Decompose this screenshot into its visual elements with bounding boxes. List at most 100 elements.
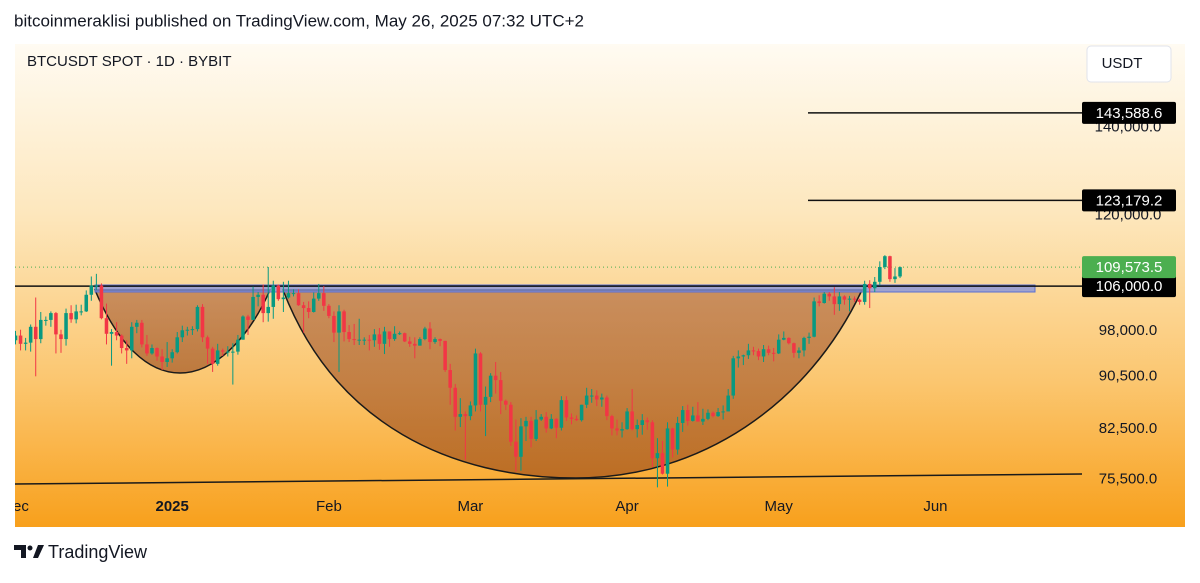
candle-body (150, 348, 154, 354)
candle-body (251, 296, 255, 320)
candle-body (579, 404, 584, 421)
candle-body (392, 333, 397, 340)
candle-body (69, 313, 73, 320)
candle-body (650, 422, 655, 459)
candle-body (878, 267, 882, 282)
candle-body (605, 397, 609, 417)
level-label: 106,000.0 (1096, 278, 1163, 295)
candle-body (888, 256, 892, 280)
candle-body (195, 306, 200, 330)
candle-body (165, 358, 169, 362)
candle-body (357, 339, 361, 341)
candle-body (74, 311, 78, 320)
candle-body (109, 332, 114, 334)
candle-body (822, 293, 826, 304)
candle-body (615, 428, 619, 431)
symbol-title: BTCUSDT SPOT · 1D · BYBIT (27, 53, 231, 70)
candle-body (812, 301, 816, 337)
candle-body (337, 311, 341, 333)
candle-body (483, 396, 488, 405)
candle-body (640, 420, 645, 425)
candle-body (559, 400, 564, 428)
candle-body (514, 441, 518, 457)
candle-body (665, 428, 670, 474)
candle-body (276, 285, 281, 300)
candle-body (782, 337, 786, 340)
candle-body (857, 299, 862, 302)
levels (15, 112, 1082, 287)
candle-body (691, 415, 695, 421)
candle-body (584, 395, 589, 405)
candle-body (625, 411, 629, 430)
x-tick-label: Mar (457, 498, 483, 515)
candle-body (377, 334, 382, 344)
last-price-box (1082, 256, 1176, 279)
candle-body (448, 370, 452, 388)
candle-body (569, 417, 574, 419)
candle-body (332, 315, 336, 333)
x-tick-label: Feb (316, 498, 342, 515)
candle-body (54, 313, 58, 335)
resistance-zone (94, 284, 1036, 293)
candle-body (867, 283, 872, 289)
candle-body (847, 298, 852, 300)
candle-body (387, 331, 392, 340)
candle-body (200, 306, 205, 338)
candle-body (549, 418, 554, 429)
level-label-box (1082, 101, 1176, 124)
candle-body (453, 387, 458, 417)
candle-body (741, 355, 746, 357)
candle-body (670, 428, 675, 450)
candle-body (594, 395, 599, 400)
currency-label[interactable]: USDT (1102, 55, 1143, 72)
candle-body (751, 350, 756, 352)
level-label-box (1082, 189, 1176, 212)
y-tick-label: 98,000.0 (1099, 322, 1157, 339)
support-trendline (15, 473, 1082, 485)
candle-body (89, 285, 94, 295)
x-tick-label: 2025 (156, 498, 189, 515)
candle-body (205, 337, 210, 349)
candle-body (610, 416, 614, 429)
x-tick-label: May (765, 498, 794, 515)
candle-body (675, 422, 680, 450)
candle-body (180, 330, 185, 338)
candle-body (635, 424, 639, 430)
candle-body (104, 318, 109, 334)
candle-body (99, 285, 104, 319)
level-label: 123,179.2 (1096, 192, 1163, 209)
candle-body (893, 276, 897, 280)
candle-body (281, 297, 286, 300)
candle-body (407, 341, 412, 344)
candle-body (716, 412, 720, 417)
currency-button[interactable] (1086, 45, 1172, 83)
candle-body (468, 405, 473, 417)
candle-body (231, 351, 235, 353)
candle-body (286, 293, 291, 298)
candle-body (322, 293, 326, 306)
candle-body (170, 352, 174, 359)
candle-body (342, 311, 346, 333)
candle-body (15, 335, 18, 341)
candle-body (837, 296, 842, 305)
footer-brand: TradingView (48, 542, 148, 562)
candle-body (600, 397, 604, 400)
candle-body (746, 350, 751, 356)
candle-body (872, 281, 877, 289)
candle-body (792, 343, 796, 353)
y-tick-label: 75,500.0 (1099, 471, 1157, 488)
candle-body (327, 305, 331, 316)
candle-body (367, 339, 372, 341)
candle-body (256, 294, 260, 297)
candle-body (18, 335, 23, 344)
candle-body (423, 328, 427, 340)
candle-body (544, 416, 548, 429)
tradingview-logo (14, 545, 44, 558)
publisher-line: bitcoinmeraklisi published on TradingVie… (14, 11, 584, 30)
candle-body (696, 415, 700, 422)
candle-body (802, 337, 806, 351)
candle-body (776, 339, 781, 354)
candle-body (352, 339, 356, 341)
candle-body (529, 420, 533, 439)
candle-body (534, 419, 538, 439)
